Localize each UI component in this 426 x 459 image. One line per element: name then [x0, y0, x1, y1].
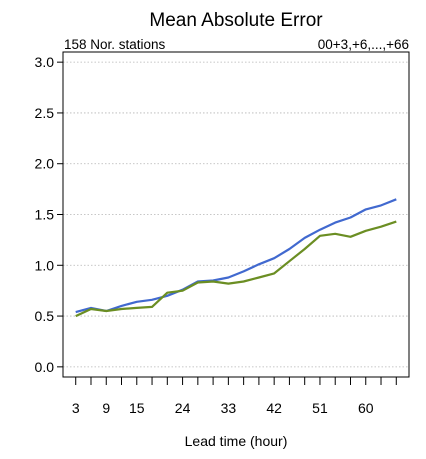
grid-lines: [63, 61, 409, 368]
y-tick-label: 2.5: [35, 105, 55, 121]
y-tick-label: 1.5: [35, 207, 55, 223]
subtitle-right: 00+3,+6,...,+66: [318, 37, 409, 52]
y-axis: 0.0 0.5 1.0 1.5 2.0 2.5 3.0: [35, 54, 63, 375]
x-tick-label: 42: [266, 400, 282, 416]
chart-title: Mean Absolute Error: [149, 10, 323, 31]
y-tick-label: 0.5: [35, 308, 55, 324]
x-tick-label: 15: [129, 400, 145, 416]
series-line-1: [75, 198, 397, 314]
x-tick-label: 33: [221, 400, 237, 416]
series-line-2: [75, 220, 397, 318]
x-tick-label: 9: [102, 400, 110, 416]
subtitle-left: 158 Nor. stations: [64, 37, 166, 52]
y-tick-label: 2.0: [35, 156, 55, 172]
y-tick-label: 1.0: [35, 257, 55, 273]
x-tick-label: 3: [72, 400, 80, 416]
y-tick-label: 0.0: [35, 359, 55, 375]
x-tick-label: 60: [358, 400, 374, 416]
series-layer: [75, 198, 397, 318]
x-tick-label: 24: [175, 400, 191, 416]
x-axis-label: Lead time (hour): [185, 433, 288, 449]
y-tick-label: 3.0: [35, 54, 55, 70]
x-axis: 3 9 15 24 33 42 51 60: [72, 377, 397, 416]
x-tick-label: 51: [312, 400, 328, 416]
